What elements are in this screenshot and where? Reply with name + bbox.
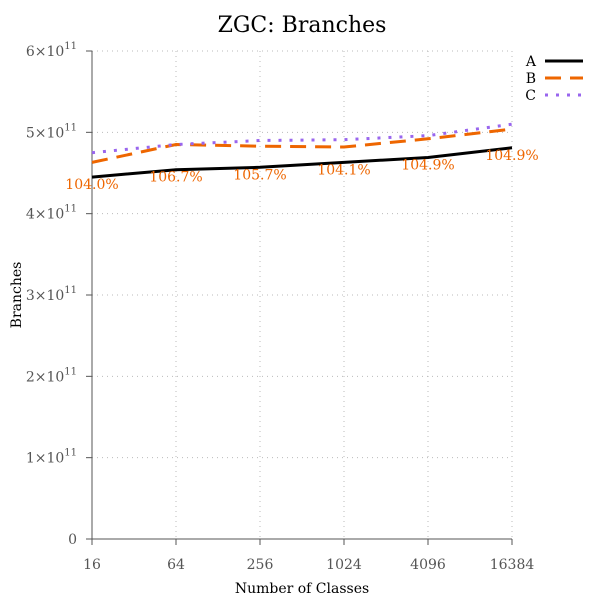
y-axis-label: Branches — [9, 262, 25, 329]
series-line-a — [91, 146, 513, 179]
series-line-c — [91, 122, 513, 155]
data-label: 104.1% — [317, 162, 370, 178]
data-label: 106.7% — [149, 170, 202, 186]
data-label: 104.9% — [485, 148, 538, 164]
x-tick-label: 64 — [167, 557, 185, 573]
legend: ABC — [525, 54, 583, 104]
annotations: 104.0% 106.7% 105.7% 104.1% 104.9% 104.9% — [65, 148, 538, 193]
y-tick-label: 6×1011 — [26, 41, 77, 60]
grid — [92, 50, 513, 539]
data-label: 105.7% — [233, 167, 286, 183]
x-tick-label: 1024 — [326, 557, 362, 573]
x-tick-label: 16 — [83, 557, 101, 573]
data-label: 104.9% — [401, 158, 454, 174]
legend-label: B — [526, 71, 536, 87]
x-ticks: 16 64 256 1024 4096 16384 — [83, 539, 534, 573]
x-axis-label: Number of Classes — [235, 581, 369, 597]
series-line-b — [91, 127, 513, 164]
y-tick-label: 2×1011 — [26, 366, 77, 385]
y-ticks: 0 1×1011 2×1011 3×1011 4×1011 5×1011 6×1011 — [26, 41, 92, 548]
y-tick-label: 3×1011 — [26, 285, 77, 304]
y-tick-label: 4×1011 — [26, 204, 77, 223]
series-lines — [91, 122, 513, 179]
x-tick-label: 16384 — [490, 557, 535, 573]
chart-title: ZGC: Branches — [218, 13, 387, 38]
y-tick-label: 0 — [68, 532, 77, 548]
y-tick-label: 1×1011 — [26, 448, 77, 467]
x-tick-label: 4096 — [410, 557, 446, 573]
y-tick-label: 5×1011 — [26, 122, 77, 141]
x-tick-label: 256 — [247, 557, 274, 573]
legend-label: A — [525, 54, 537, 70]
data-label: 104.0% — [65, 177, 118, 193]
legend-label: C — [525, 88, 536, 104]
